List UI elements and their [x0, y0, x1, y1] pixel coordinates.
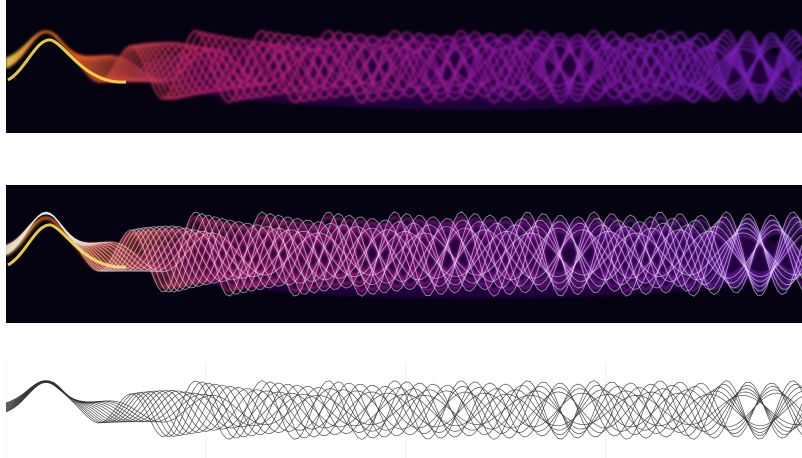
- trajectory-line: [6, 212, 802, 284]
- density-ridge: [7, 38, 127, 84]
- trajectory-line: [6, 211, 802, 296]
- density-band: [6, 30, 802, 101]
- trajectory-line: [6, 381, 802, 438]
- trajectory-line: [6, 212, 802, 283]
- trajectory-line: [6, 380, 802, 430]
- density-band: [6, 30, 802, 103]
- density-band: [6, 30, 802, 92]
- trajectory-lines: [6, 362, 802, 458]
- density-band: [6, 30, 802, 93]
- density-band: [6, 30, 802, 97]
- density-band: [6, 29, 802, 104]
- trajectory-line: [6, 381, 802, 436]
- density-heatmap-with-trajectories: [6, 211, 802, 299]
- density-overlay-panel: [6, 185, 802, 323]
- trajectory-line: [6, 211, 802, 297]
- trajectory-line: [6, 381, 802, 432]
- trajectory-line: [6, 380, 802, 440]
- trajectories-panel: [6, 362, 802, 458]
- density-panel: [6, 0, 802, 133]
- trajectory-line: [6, 381, 802, 433]
- trajectory-line: [6, 212, 802, 289]
- trajectory-line: [6, 380, 802, 431]
- density-heatmap: [6, 29, 802, 110]
- trajectory-line: [6, 212, 802, 288]
- trajectory-line: [6, 211, 802, 294]
- trajectory-line: [6, 381, 802, 435]
- trajectory-line: [6, 381, 802, 439]
- trajectory-line: [6, 212, 802, 279]
- trajectory-line: [6, 380, 802, 426]
